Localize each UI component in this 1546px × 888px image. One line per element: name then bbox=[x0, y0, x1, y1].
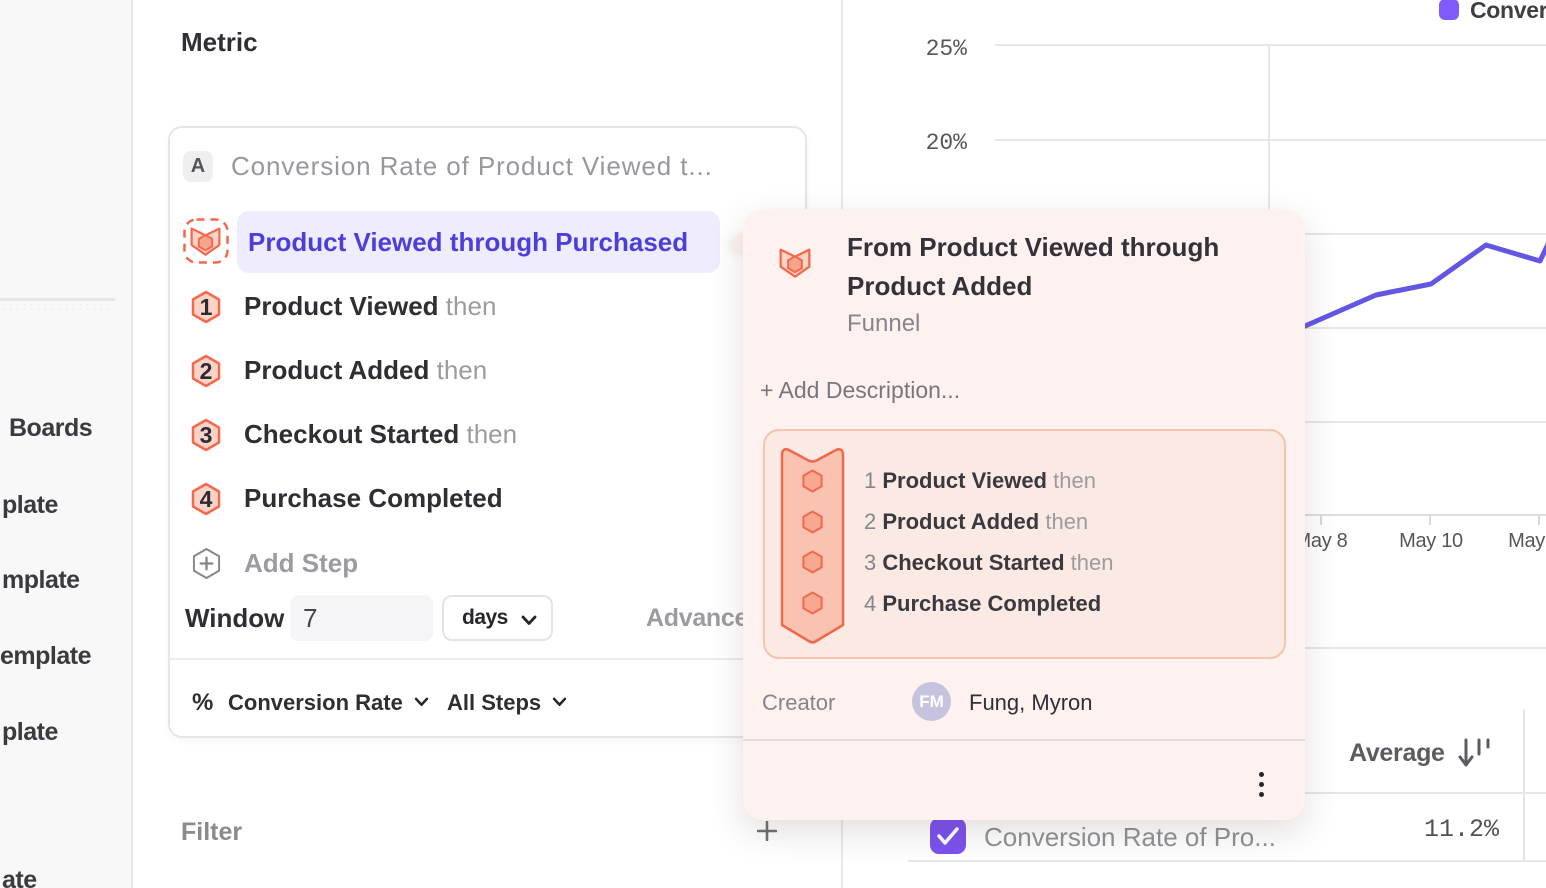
svg-text:4: 4 bbox=[200, 486, 213, 512]
svg-text:3: 3 bbox=[200, 422, 213, 448]
svg-text:2: 2 bbox=[200, 358, 213, 384]
svg-text:1: 1 bbox=[200, 294, 213, 320]
